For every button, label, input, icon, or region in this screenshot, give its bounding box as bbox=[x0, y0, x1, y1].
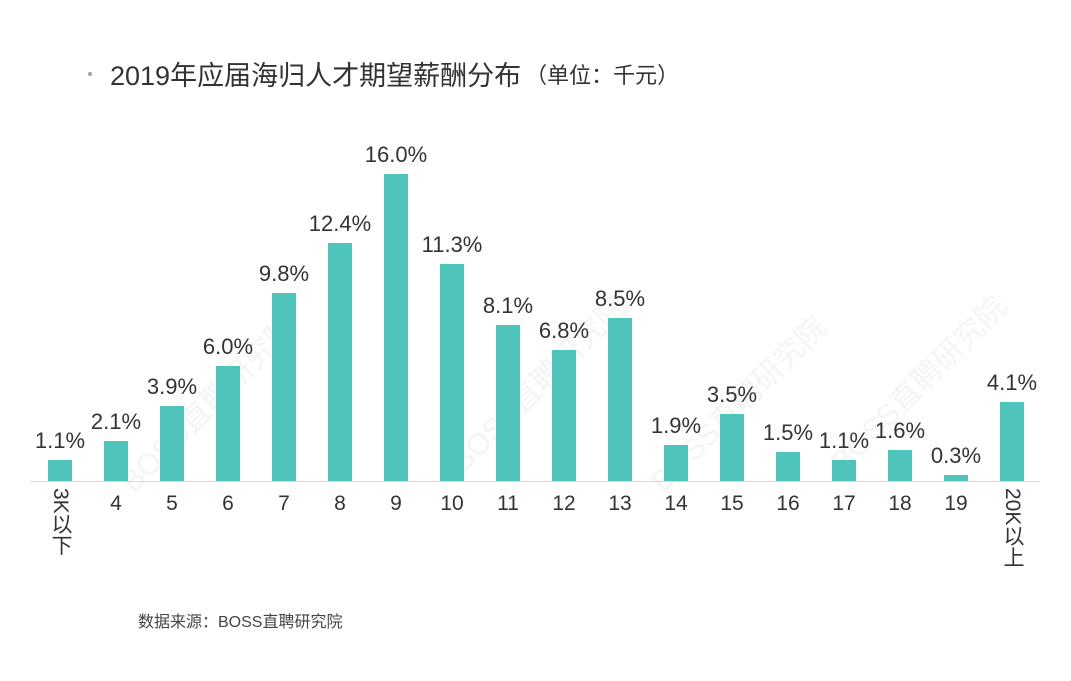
bar-value-label: 16.0% bbox=[364, 142, 428, 167]
bar-value-label: 2.1% bbox=[90, 409, 142, 434]
bar bbox=[1000, 402, 1024, 481]
bar-value-label: 1.6% bbox=[874, 418, 926, 443]
bar-value-label: 6.8% bbox=[538, 318, 590, 343]
x-tick-label-vertical: 3K以下 bbox=[48, 488, 72, 556]
x-tick-label: 4 bbox=[110, 492, 122, 515]
data-source-note: 数据来源：BOSS直聘研究院 bbox=[138, 614, 343, 631]
bar-value-label: 1.9% bbox=[650, 413, 702, 438]
bar-value-label: 3.9% bbox=[146, 374, 198, 399]
x-tick-label: 13 bbox=[608, 492, 632, 515]
bar bbox=[720, 414, 744, 481]
bar bbox=[48, 460, 72, 481]
x-tick-label: 5 bbox=[166, 492, 178, 515]
bar bbox=[552, 350, 576, 481]
bar bbox=[496, 325, 520, 481]
bar bbox=[328, 243, 352, 481]
x-tick-label-cjk: 以上 bbox=[1001, 525, 1024, 568]
x-tick-label: 19 bbox=[944, 492, 968, 515]
x-tick-label: 10 bbox=[440, 492, 464, 515]
bar-value-label: 8.5% bbox=[594, 286, 646, 311]
bar bbox=[272, 293, 296, 481]
bar-value-label: 12.4% bbox=[308, 211, 372, 236]
bar bbox=[944, 475, 968, 481]
bar bbox=[160, 406, 184, 481]
bar-value-label: 1.1% bbox=[34, 428, 86, 453]
chart-title-group: 2019年应届海归人才期望薪酬分布 （单位：千元） bbox=[88, 54, 679, 93]
bar-value-label: 9.8% bbox=[258, 261, 310, 286]
bar-value-label: 1.5% bbox=[762, 420, 814, 445]
bar bbox=[776, 452, 800, 481]
x-tick-label: 15 bbox=[720, 492, 744, 515]
bar-value-label: 6.0% bbox=[202, 334, 254, 359]
bar bbox=[216, 366, 240, 481]
bar-value-label: 0.3% bbox=[930, 443, 982, 468]
x-tick-label: 17 bbox=[832, 492, 856, 515]
chart-unit: （单位：千元） bbox=[525, 62, 680, 88]
x-tick-label: 8 bbox=[334, 492, 346, 515]
x-tick-label: 14 bbox=[664, 492, 688, 515]
bar bbox=[664, 445, 688, 481]
bar-value-label: 11.3% bbox=[421, 232, 483, 257]
x-tick-label: 6 bbox=[222, 492, 234, 515]
bullet-dot-icon bbox=[88, 71, 92, 76]
bar bbox=[104, 441, 128, 481]
x-tick-label-cjk: 以下 bbox=[49, 513, 72, 556]
x-tick-label: 9 bbox=[390, 492, 402, 515]
x-tick-label-vertical: 20K以上 bbox=[1000, 488, 1024, 567]
bar-value-label: 3.5% bbox=[706, 382, 758, 407]
x-tick-label: 18 bbox=[888, 492, 912, 515]
x-tick-label: 7 bbox=[278, 492, 290, 515]
chart-title: 2019年应届海归人才期望薪酬分布 bbox=[110, 61, 522, 91]
x-axis-line bbox=[30, 481, 1040, 482]
bar-value-label: 4.1% bbox=[986, 370, 1038, 395]
bar bbox=[384, 174, 408, 481]
bar bbox=[832, 460, 856, 481]
bar bbox=[888, 450, 912, 481]
x-tick-label-latin: 20K bbox=[1001, 488, 1024, 526]
bar bbox=[440, 264, 464, 481]
bar-value-label: 1.1% bbox=[818, 428, 870, 453]
x-tick-label: 11 bbox=[497, 492, 519, 515]
bar-value-label: 8.1% bbox=[482, 293, 534, 318]
x-tick-label: 16 bbox=[776, 492, 800, 515]
bar bbox=[608, 318, 632, 481]
x-tick-label-latin: 3K bbox=[49, 488, 72, 514]
x-tick-label: 12 bbox=[552, 492, 576, 515]
